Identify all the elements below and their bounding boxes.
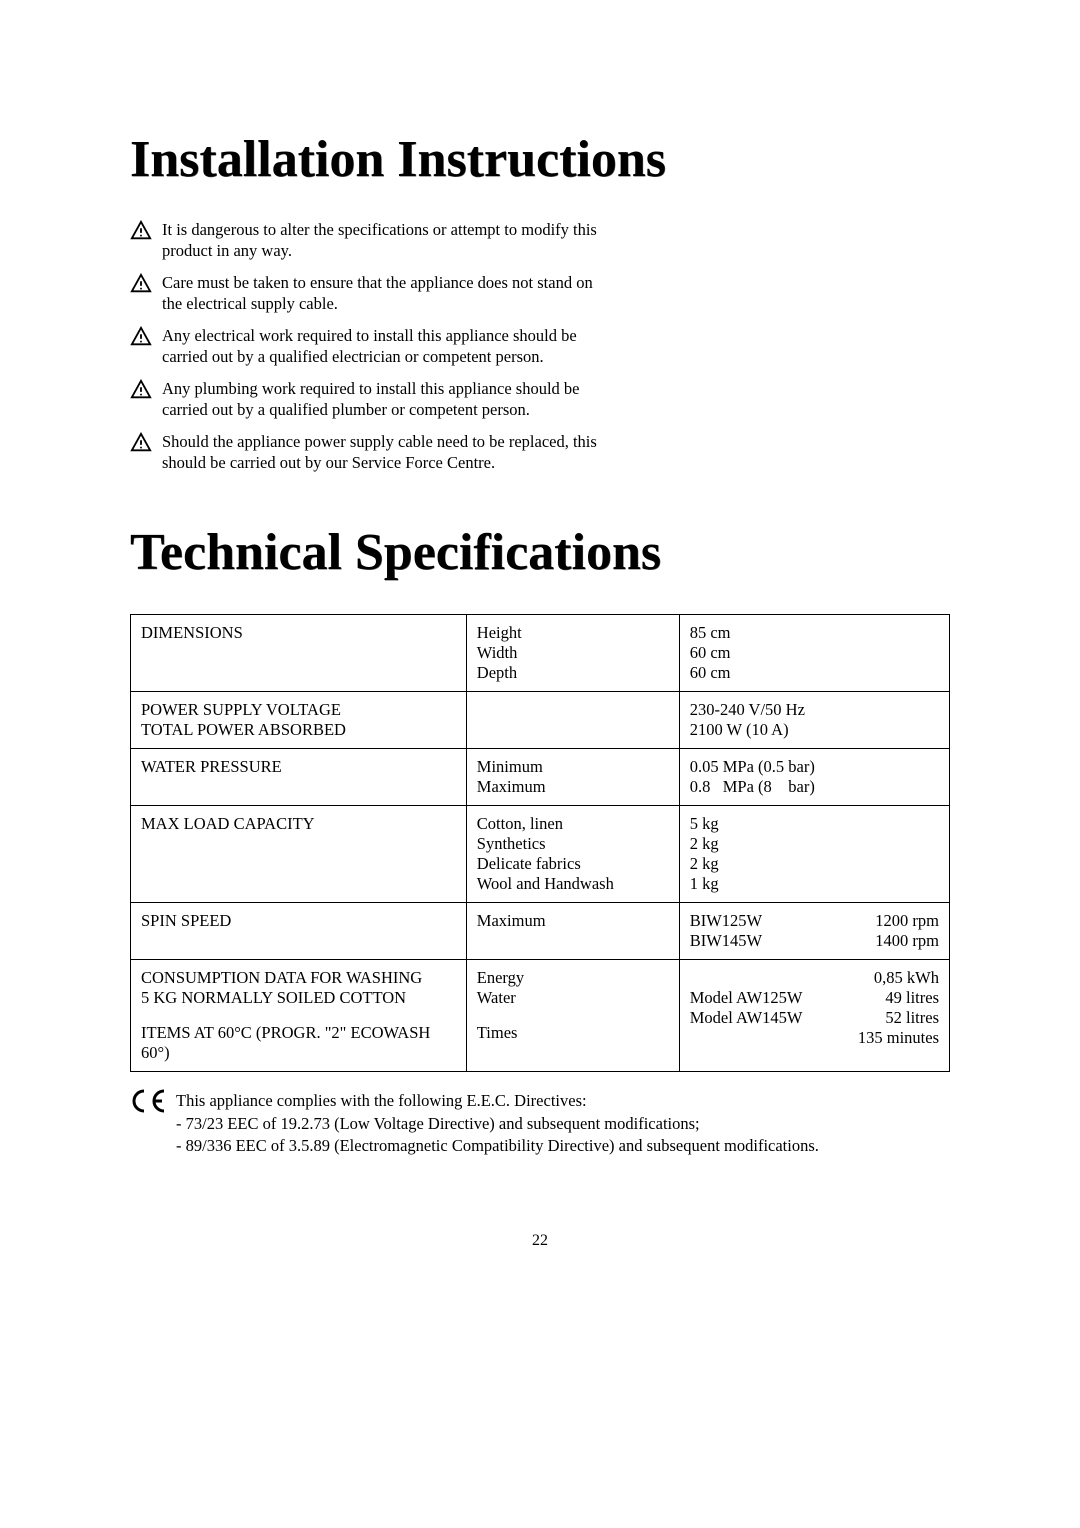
spec-key: Cotton, linen — [477, 814, 669, 834]
spec-label: MAX LOAD CAPACITY — [131, 806, 467, 903]
spec-key: Width — [477, 643, 669, 663]
compliance-text: This appliance complies with the followi… — [176, 1090, 819, 1157]
warning-text: Should the appliance power supply cable … — [162, 431, 615, 474]
spec-value: 135 minutes — [690, 1028, 939, 1048]
spec-key: Delicate fabrics — [477, 854, 669, 874]
spec-values: 0,85 kWh Model AW125W 49 litres Model AW1… — [679, 960, 949, 1072]
spec-label: POWER SUPPLY VOLTAGE TOTAL POWER ABSORBE… — [131, 692, 467, 749]
spec-key: Height — [477, 623, 669, 643]
spec-key: Times — [477, 1023, 669, 1043]
spec-value: 0.05 MPa (0.5 bar) — [690, 757, 939, 777]
spec-value: 1400 rpm — [875, 931, 939, 951]
warning-icon — [130, 326, 152, 348]
spec-keys: Cotton, linen Synthetics Delicate fabric… — [466, 806, 679, 903]
spec-keys: Height Width Depth — [466, 615, 679, 692]
spec-value: 60 cm — [690, 643, 939, 663]
spec-values: 0.05 MPa (0.5 bar) 0.8 MPa (8 bar) — [679, 749, 949, 806]
spec-value: 1 kg — [690, 874, 939, 894]
spec-value: 2 kg — [690, 854, 939, 874]
warning-icon — [130, 273, 152, 295]
spec-model: BIW125W — [690, 911, 762, 931]
spec-key: Minimum — [477, 757, 669, 777]
spec-value: 1200 rpm — [875, 911, 939, 931]
spec-label: WATER PRESSURE — [131, 749, 467, 806]
warning-item: Any plumbing work required to install th… — [130, 378, 615, 421]
warning-item: It is dangerous to alter the specificati… — [130, 219, 615, 262]
warning-icon — [130, 220, 152, 242]
spec-keys — [466, 692, 679, 749]
table-row: CONSUMPTION DATA FOR WASHING 5 KG NORMAL… — [131, 960, 950, 1072]
warning-item: Care must be taken to ensure that the ap… — [130, 272, 615, 315]
spec-values: 5 kg 2 kg 2 kg 1 kg — [679, 806, 949, 903]
warning-item: Any electrical work required to install … — [130, 325, 615, 368]
spec-value: 5 kg — [690, 814, 939, 834]
spec-keys: Maximum — [466, 903, 679, 960]
warning-item: Should the appliance power supply cable … — [130, 431, 615, 474]
compliance-intro: This appliance complies with the followi… — [176, 1090, 819, 1112]
spec-label-line: CONSUMPTION DATA FOR WASHING — [141, 968, 456, 988]
spec-label-line: TOTAL POWER ABSORBED — [141, 720, 456, 740]
compliance-line: - 73/23 EEC of 19.2.73 (Low Voltage Dire… — [176, 1113, 819, 1135]
spec-value: 2 kg — [690, 834, 939, 854]
warnings-list: It is dangerous to alter the specificati… — [130, 219, 615, 473]
spec-value: 52 litres — [885, 1008, 939, 1028]
spec-key: Synthetics — [477, 834, 669, 854]
spec-value: 60 cm — [690, 663, 939, 683]
spec-model: Model AW125W — [690, 988, 803, 1008]
spec-values: 85 cm 60 cm 60 cm — [679, 615, 949, 692]
spec-key: Depth — [477, 663, 669, 683]
spec-value: 49 litres — [885, 988, 939, 1008]
table-row: DIMENSIONS Height Width Depth 85 cm 60 c… — [131, 615, 950, 692]
warning-text: Any electrical work required to install … — [162, 325, 615, 368]
spec-keys: Energy Water Times — [466, 960, 679, 1072]
page-number: 22 — [130, 1232, 950, 1250]
warning-icon — [130, 379, 152, 401]
spec-label-line: 5 KG NORMALLY SOILED COTTON — [141, 988, 456, 1008]
spec-label: CONSUMPTION DATA FOR WASHING 5 KG NORMAL… — [131, 960, 467, 1072]
installation-title: Installation Instructions — [130, 130, 950, 189]
spec-key: Energy — [477, 968, 669, 988]
spec-label-line: ITEMS AT 60°C (PROGR. "2" ECOWASH 60°) — [141, 1023, 456, 1063]
spec-key: Water — [477, 988, 669, 1008]
specifications-table: DIMENSIONS Height Width Depth 85 cm 60 c… — [130, 614, 950, 1072]
warning-text: Any plumbing work required to install th… — [162, 378, 615, 421]
spec-value: 2100 W (10 A) — [690, 720, 939, 740]
spec-model: BIW145W — [690, 931, 762, 951]
spec-keys: Minimum Maximum — [466, 749, 679, 806]
spec-value: 0,85 kWh — [690, 968, 939, 988]
warning-text: Care must be taken to ensure that the ap… — [162, 272, 615, 315]
table-row: POWER SUPPLY VOLTAGE TOTAL POWER ABSORBE… — [131, 692, 950, 749]
spec-key: Wool and Handwash — [477, 874, 669, 894]
spec-value: 0.8 MPa (8 bar) — [690, 777, 939, 797]
spec-value: 230-240 V/50 Hz — [690, 700, 939, 720]
table-row: SPIN SPEED Maximum BIW125W 1200 rpm BIW14… — [131, 903, 950, 960]
warning-icon — [130, 432, 152, 454]
specs-title: Technical Specifications — [130, 523, 950, 582]
ce-mark-icon — [130, 1088, 168, 1114]
spec-values: BIW125W 1200 rpm BIW145W 1400 rpm — [679, 903, 949, 960]
spec-label: SPIN SPEED — [131, 903, 467, 960]
spec-value: 85 cm — [690, 623, 939, 643]
warning-text: It is dangerous to alter the specificati… — [162, 219, 615, 262]
spec-label: DIMENSIONS — [131, 615, 467, 692]
table-row: MAX LOAD CAPACITY Cotton, linen Syntheti… — [131, 806, 950, 903]
spec-label-line: POWER SUPPLY VOLTAGE — [141, 700, 456, 720]
compliance-line: - 89/336 EEC of 3.5.89 (Electromagnetic … — [176, 1135, 819, 1157]
spec-key: Maximum — [477, 777, 669, 797]
spec-values: 230-240 V/50 Hz 2100 W (10 A) — [679, 692, 949, 749]
compliance-section: This appliance complies with the followi… — [130, 1090, 950, 1157]
table-row: WATER PRESSURE Minimum Maximum 0.05 MPa … — [131, 749, 950, 806]
spec-model: Model AW145W — [690, 1008, 803, 1028]
